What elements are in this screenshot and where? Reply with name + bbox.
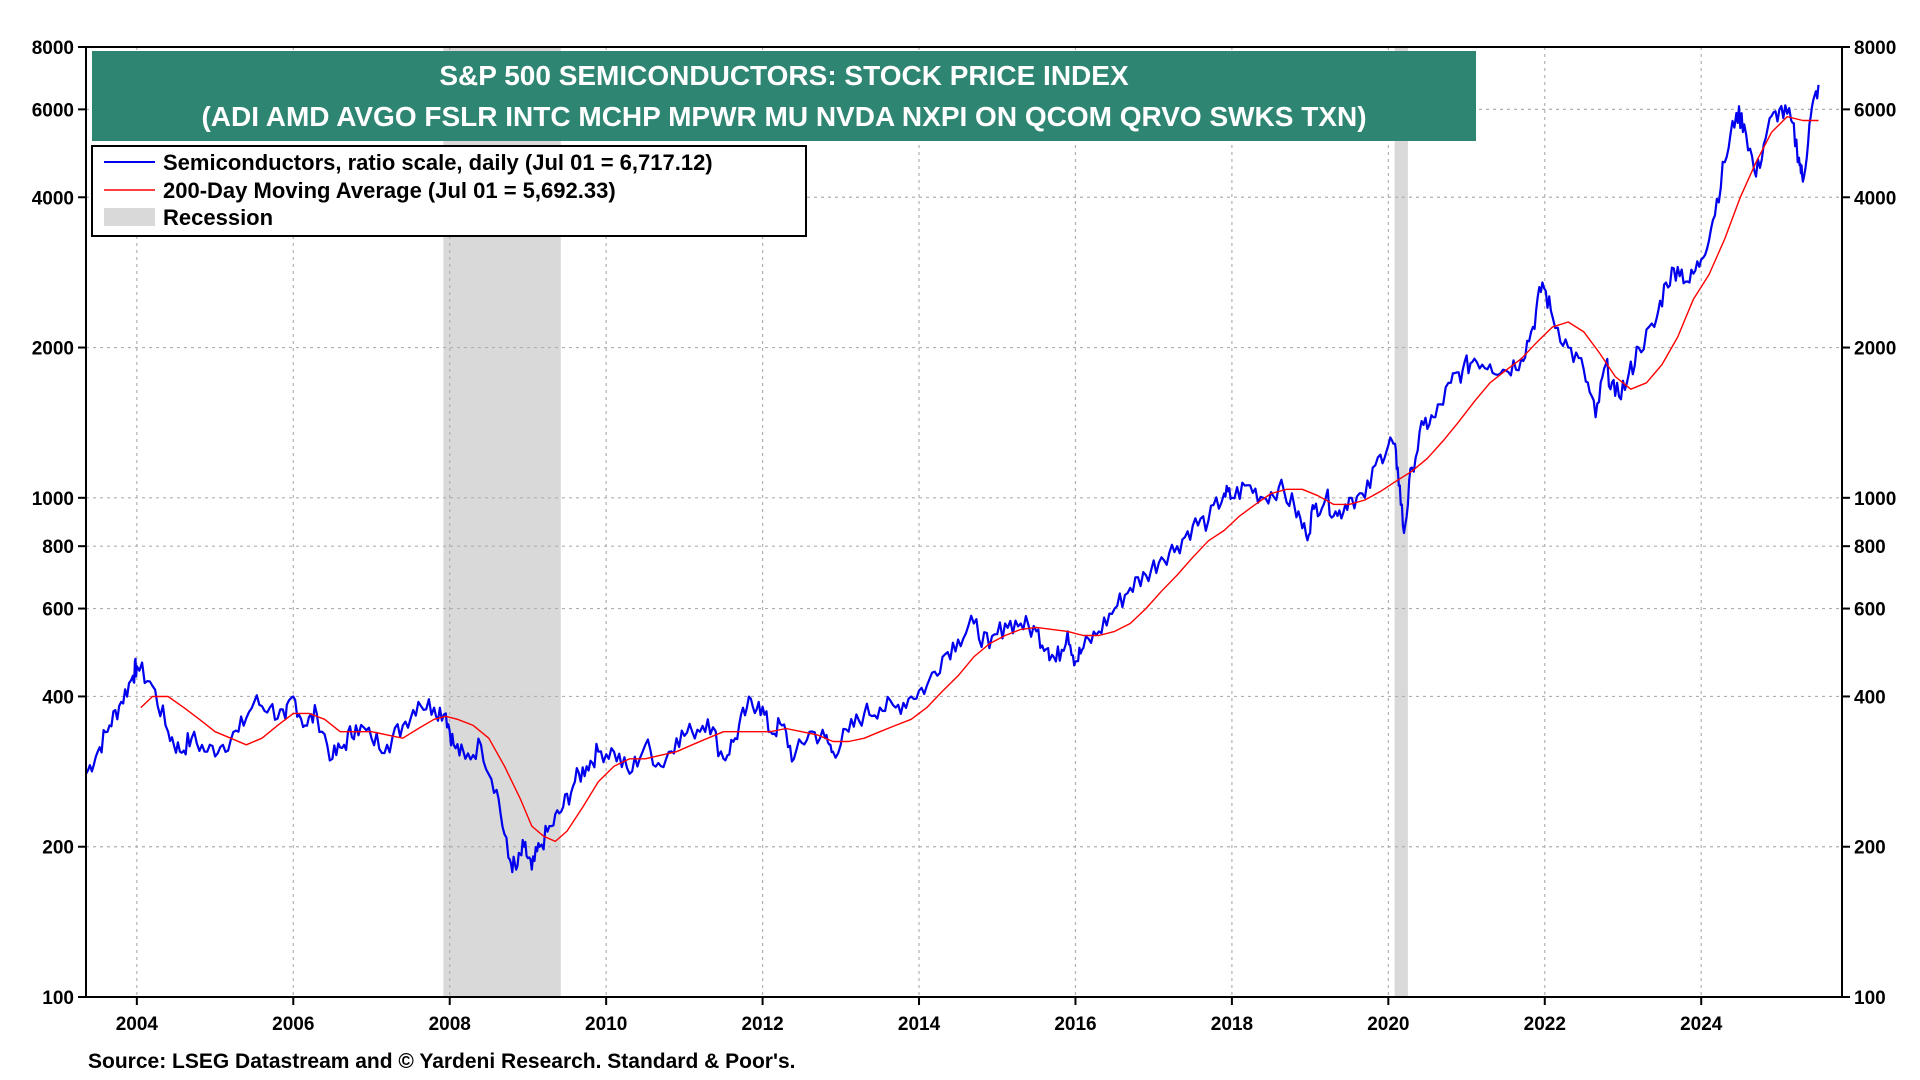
x-tick-label-2016: 2016 [1054, 1014, 1096, 1035]
legend-box [91, 145, 807, 237]
legend-label-recession: Recession [163, 205, 273, 230]
x-tick-label-2018: 2018 [1211, 1014, 1253, 1035]
title-banner [92, 51, 1476, 141]
x-axis-ticks: 2004 2006 2008 2010 2012 2014 2016 2018 2020 2022… [116, 997, 1723, 1035]
y-tick-label-left-1000: 1000 [32, 489, 74, 510]
y-tick-label-right-6000: 6000 [1854, 100, 1896, 121]
y-tick-label-left-6000: 6000 [32, 100, 74, 121]
x-tick-label-2010: 2010 [585, 1014, 627, 1035]
y-tick-label-right-400: 400 [1854, 687, 1886, 708]
x-tick-label-2022: 2022 [1524, 1014, 1566, 1035]
y-tick-label-right-200: 200 [1854, 838, 1886, 859]
legend-swatch-recession [104, 208, 155, 226]
chart-title: S&P 500 SEMICONDUCTORS: STOCK PRICE INDE… [439, 60, 1129, 91]
y-tick-label-left-2000: 2000 [32, 339, 74, 360]
gridlines [86, 47, 1842, 997]
x-tick-label-2012: 2012 [741, 1014, 783, 1035]
legend-label-moving-average: 200-Day Moving Average (Jul 01 = 5,692.3… [163, 178, 616, 203]
y-tick-label-right-4000: 4000 [1854, 188, 1896, 209]
x-tick-label-2006: 2006 [272, 1014, 314, 1035]
recession-band-1 [1394, 47, 1408, 997]
y-tick-label-left-600: 600 [42, 600, 74, 621]
y-tick-label-left-4000: 4000 [32, 188, 74, 209]
x-tick-label-2004: 2004 [116, 1014, 159, 1035]
x-tick-label-2008: 2008 [429, 1014, 471, 1035]
y-tick-label-right-1000: 1000 [1854, 489, 1896, 510]
series-lines [85, 84, 1820, 874]
y-tick-label-left-8000: 8000 [32, 38, 74, 59]
y-tick-label-left-200: 200 [42, 838, 74, 859]
y-tick-label-right-100: 100 [1854, 988, 1886, 1009]
legend: Semiconductors, ratio scale, daily (Jul … [91, 145, 807, 237]
plot-frame [85, 46, 1843, 998]
y-tick-label-right-8000: 8000 [1854, 38, 1896, 59]
y-tick-label-left-800: 800 [42, 537, 74, 558]
y-tick-label-right-2000: 2000 [1854, 339, 1896, 360]
y-tick-label-right-800: 800 [1854, 537, 1886, 558]
x-tick-label-2024: 2024 [1680, 1014, 1723, 1035]
chart-subtitle: (ADI AMD AVGO FSLR INTC MCHP MPWR MU NVD… [201, 101, 1366, 132]
source-note: Source: LSEG Datastream and © Yardeni Re… [88, 1050, 795, 1073]
x-tick-label-2014: 2014 [898, 1014, 941, 1035]
series-line-moving-average [140, 115, 1819, 843]
legend-label-semiconductors: Semiconductors, ratio scale, daily (Jul … [163, 150, 713, 175]
series-line-semiconductors [85, 84, 1820, 874]
y-tick-label-left-100: 100 [42, 988, 74, 1009]
y-axis-ticks: 100 100 200 200 400 400 600 600 800 800 1000 1000 20… [32, 38, 1897, 1009]
x-tick-label-2020: 2020 [1367, 1014, 1409, 1035]
y-tick-label-left-400: 400 [42, 687, 74, 708]
y-tick-label-right-600: 600 [1854, 600, 1886, 621]
